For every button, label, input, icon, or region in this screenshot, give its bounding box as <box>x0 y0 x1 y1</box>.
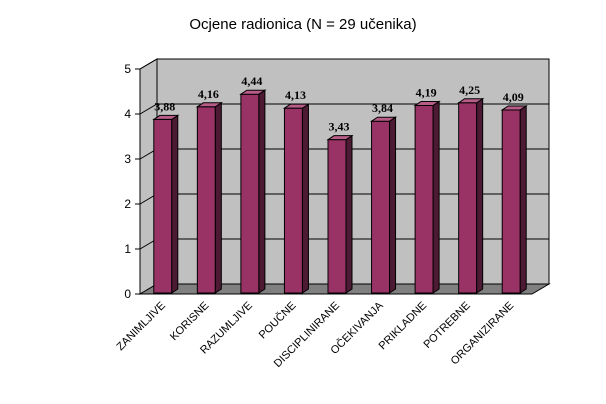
bar-side <box>171 114 179 294</box>
bar-side <box>214 101 222 294</box>
bar-top <box>326 135 354 141</box>
bar-front <box>501 109 521 294</box>
bar-side <box>432 100 440 294</box>
bar <box>413 100 441 294</box>
bars <box>152 89 528 294</box>
bar-front <box>196 106 216 294</box>
bar-top <box>195 102 223 108</box>
bar <box>457 97 485 294</box>
bar <box>195 101 223 294</box>
bar-top <box>282 103 311 109</box>
bar-front <box>240 93 260 294</box>
bar <box>239 89 267 294</box>
bar-side <box>476 97 484 294</box>
bar-front <box>414 104 434 294</box>
bar <box>326 134 354 294</box>
bar-front <box>327 139 347 294</box>
value-label: 4,13 <box>285 88 306 102</box>
category-label: KORISNE <box>168 300 211 343</box>
y-tick-label: 1 <box>124 242 131 256</box>
value-label: 3,88 <box>154 99 175 113</box>
y-tick-label: 2 <box>124 197 131 211</box>
y-tick-label: 4 <box>124 107 131 121</box>
value-label: 4,19 <box>416 85 437 99</box>
value-label: 3,84 <box>372 101 393 115</box>
bar <box>369 116 398 294</box>
bar <box>152 114 180 294</box>
bar-front <box>153 118 173 294</box>
bar-side <box>519 105 527 294</box>
value-label: 4,09 <box>503 90 524 104</box>
bar-top <box>369 116 398 122</box>
value-label: 4,16 <box>198 87 219 101</box>
bar-top <box>500 105 528 111</box>
category-label: ZANIMLJIVE <box>114 300 167 353</box>
y-tick-label: 3 <box>124 152 131 166</box>
bar-front <box>458 102 478 294</box>
value-labels: 3,88 4,16 4,44 4,13 3,43 3,84 4,19 4,25 4,09 <box>154 74 523 133</box>
bar-top <box>239 89 267 95</box>
bar-top <box>457 98 485 104</box>
bar-side <box>345 134 353 294</box>
y-axis: 0 1 2 3 4 5 <box>124 62 141 301</box>
bar-top <box>413 100 441 106</box>
bar-front <box>371 120 391 294</box>
bar-side <box>389 116 397 294</box>
value-label: 4,44 <box>241 74 262 88</box>
bar-top <box>152 114 180 120</box>
bar <box>500 105 528 294</box>
chart-title: Ocjene radionica (N = 29 učenika) <box>189 16 417 33</box>
value-label: 4,25 <box>459 83 480 97</box>
bar-front <box>283 107 303 294</box>
y-tick-label: 0 <box>124 287 131 301</box>
y-tick-label: 5 <box>124 62 131 76</box>
bar <box>282 103 311 294</box>
gridline <box>139 58 549 70</box>
bar-side <box>258 89 266 294</box>
category-label: POUČNE <box>256 299 298 341</box>
bar-side <box>301 103 309 294</box>
value-label: 3,43 <box>329 120 350 134</box>
